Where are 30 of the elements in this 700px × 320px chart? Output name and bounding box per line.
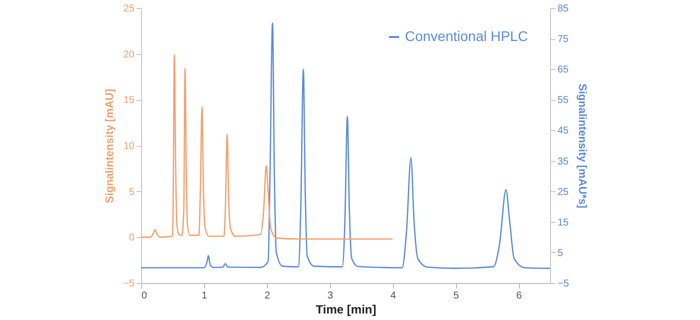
legend-label: Conventional HPLC [405,28,528,44]
x-axis-title: Time [min] [316,302,376,316]
y-tick-label: 10 [123,141,135,152]
y2-tick-label: 15 [558,217,570,228]
y-tick-label: 25 [123,4,135,14]
x-tick-label: 6 [516,290,522,302]
x-tick-label: 3 [327,290,334,302]
y-tick-label: 20 [123,49,135,60]
y2-tick-label: 85 [558,4,570,14]
y-axis-title: Signalintensity [mAU] [104,88,116,204]
y2-tick-label: 65 [558,64,570,76]
y2-tick-label: 75 [558,34,570,46]
y-tick-label: −5 [123,278,135,290]
y-tick-label: 0 [128,232,135,244]
x-tick-label: 2 [264,290,271,302]
y-tick-label: 5 [128,186,135,198]
line-series [141,22,550,269]
x-tick-label: 5 [453,290,460,302]
x-tick-label: 1 [202,290,208,302]
x-tick-label: 0 [142,290,148,302]
y2-tick-label: 45 [558,126,570,137]
line-series [141,54,394,240]
y2-axis-title: Signalintensity [mAU*s] [576,84,588,209]
y2-tick-label: 55 [558,95,570,106]
y2-tick-label: 25 [558,186,570,198]
y2-tick-label: 5 [558,248,564,259]
y-tick-label: 15 [123,95,135,106]
y2-tick-label: −5 [558,278,570,290]
x-tick-label: 4 [390,290,396,302]
y2-tick-label: 35 [558,156,570,168]
